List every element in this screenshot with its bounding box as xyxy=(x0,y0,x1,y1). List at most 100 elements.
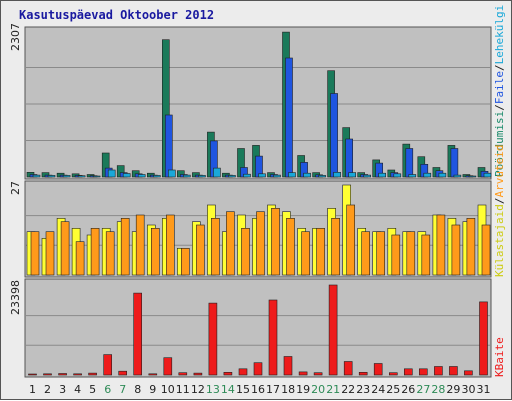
kbytes-bar xyxy=(434,366,443,376)
hosts-bar xyxy=(241,228,250,276)
files-bar xyxy=(363,174,372,178)
x-tick-label: 17 xyxy=(266,383,280,396)
sites-legend-item: Külastajaid xyxy=(493,204,506,277)
files-bar xyxy=(468,175,477,178)
chart-title: Kasutuspäevad Oktoober 2012 xyxy=(19,8,214,22)
files-bar xyxy=(318,175,326,178)
traffic-legend-item: Pöördumisi xyxy=(493,111,506,177)
x-tick-label: 9 xyxy=(149,383,156,396)
x-tick-label: 6 xyxy=(104,383,111,396)
x-tick-label: 4 xyxy=(74,383,81,396)
kbytes-bar xyxy=(208,302,218,376)
files-bar xyxy=(153,175,161,178)
files-bar xyxy=(107,169,116,178)
x-tick-label: 11 xyxy=(176,383,190,396)
traffic-legend: Pöördumisi/Faile/Lehekülgi xyxy=(493,5,506,177)
kbytes-bar xyxy=(223,371,233,376)
sites-legend-item: / xyxy=(493,198,506,205)
x-tick-label: 15 xyxy=(236,383,250,396)
hosts-bar xyxy=(256,211,265,276)
x-tick-label: 21 xyxy=(326,383,340,396)
files-bar xyxy=(183,174,191,178)
x-tick-label: 28 xyxy=(431,383,445,396)
files-bar xyxy=(438,172,447,178)
x-tick-label: 23 xyxy=(356,383,370,396)
sites-ymax-label: 27 xyxy=(9,181,22,195)
kbytes-bar xyxy=(343,361,353,376)
kbytes-bar xyxy=(283,356,293,376)
pages-bar xyxy=(345,138,354,178)
kbytes-bar xyxy=(373,363,383,376)
hosts-bar xyxy=(60,221,70,276)
kbytes-legend: KBaite xyxy=(493,337,506,377)
kbytes-bar xyxy=(238,368,248,376)
kbytes-bar xyxy=(418,368,428,376)
kbytes-bar xyxy=(73,373,82,376)
pages-bar xyxy=(450,148,459,178)
files-bar xyxy=(273,174,281,178)
kbytes-bar xyxy=(479,301,488,376)
x-tick-label: 19 xyxy=(296,383,310,396)
hosts-bar xyxy=(451,224,461,276)
x-tick-label: 29 xyxy=(446,383,460,396)
x-tick-label: 24 xyxy=(371,383,385,396)
files-bar xyxy=(483,172,492,178)
hosts-bar xyxy=(45,231,55,276)
kbytes-bar xyxy=(388,372,398,376)
kbytes-bar xyxy=(88,372,97,376)
x-tick-label: 1 xyxy=(29,383,36,396)
x-axis-ticks: 1 2 3 4 5 6 7 8 9 10 11 12 13 14 15 16 17 18 19 20 21 22 23 24 2… xyxy=(29,383,491,396)
x-tick-label: 20 xyxy=(311,383,325,396)
kbytes-ymax-label: 23398 xyxy=(9,280,22,315)
traffic-legend-item: / xyxy=(493,104,506,111)
x-tick-label: 25 xyxy=(386,383,400,396)
files-bar xyxy=(288,172,296,178)
files-bar xyxy=(47,175,56,178)
x-tick-label: 22 xyxy=(341,383,355,396)
x-tick-label: 7 xyxy=(119,383,126,396)
traffic-legend-item: Faile xyxy=(493,71,506,104)
files-bar xyxy=(408,174,417,178)
hosts-bar xyxy=(120,218,130,276)
x-tick-label: 26 xyxy=(401,383,415,396)
x-tick-label: 3 xyxy=(59,383,66,396)
hosts-bar xyxy=(181,248,190,276)
files-bar xyxy=(122,173,131,178)
kbytes-legend-item: KBaite xyxy=(493,337,506,377)
x-tick-label: 2 xyxy=(44,383,51,396)
files-bar xyxy=(243,173,251,178)
hosts-bar xyxy=(391,234,401,276)
kbytes-bar xyxy=(449,366,458,376)
pages-bar xyxy=(165,114,173,178)
sites-legend-item: Arvuteid xyxy=(493,145,506,198)
hosts-bar xyxy=(406,231,416,276)
hosts-bar xyxy=(166,214,175,276)
kbytes-bar xyxy=(358,371,368,376)
kbytes-bar xyxy=(178,372,188,376)
kbytes-bar xyxy=(464,370,473,376)
x-tick-label: 13 xyxy=(206,383,220,396)
x-tick-label: 31 xyxy=(477,383,491,396)
kbytes-bar xyxy=(133,292,142,376)
kbytes-bar xyxy=(148,373,158,376)
x-tick-label: 18 xyxy=(281,383,295,396)
kbytes-bar xyxy=(103,354,112,376)
chart-marks xyxy=(26,31,492,376)
x-tick-label: 5 xyxy=(89,383,96,396)
hosts-bar xyxy=(301,231,310,276)
hosts-bar xyxy=(331,218,340,276)
hosts-bar xyxy=(75,241,85,276)
hosts-bar xyxy=(481,224,491,276)
files-bar xyxy=(198,175,206,178)
files-bar xyxy=(378,172,387,178)
files-bar xyxy=(453,174,462,178)
x-tick-label: 16 xyxy=(251,383,265,396)
files-bar xyxy=(213,167,221,178)
hosts-bar xyxy=(151,228,160,276)
x-tick-label: 27 xyxy=(416,383,430,396)
kbytes-bar xyxy=(58,373,67,376)
files-bar xyxy=(333,172,341,178)
kbytes-bar xyxy=(43,373,52,376)
files-bar xyxy=(393,173,402,178)
hosts-bar xyxy=(30,231,40,276)
